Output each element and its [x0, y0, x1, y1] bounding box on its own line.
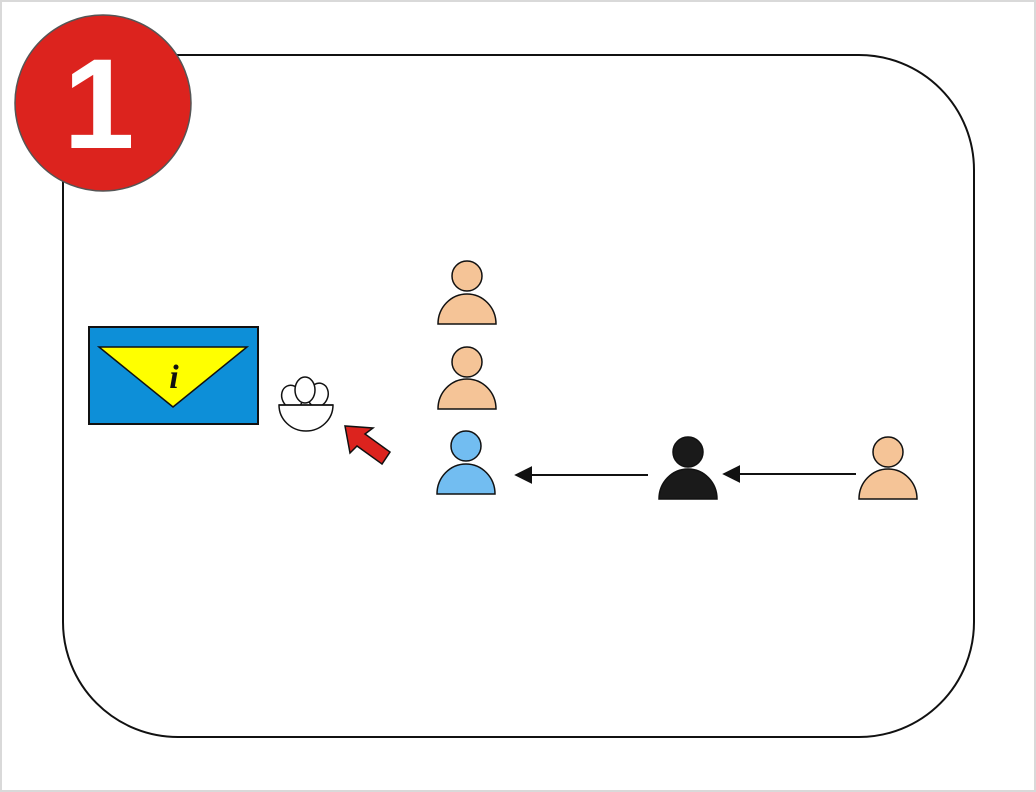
info-triangle — [96, 346, 250, 408]
person-waiting-top — [437, 260, 497, 325]
person-served — [436, 430, 496, 495]
red-arrow-icon — [344, 425, 392, 466]
person-black — [658, 436, 718, 500]
step-number: 1 — [63, 33, 134, 176]
information-sign: i — [88, 326, 259, 425]
step-badge: 1 — [14, 14, 192, 192]
person-waiting-middle — [437, 346, 497, 410]
person-waiting-right — [858, 436, 918, 500]
info-letter: i — [169, 359, 179, 396]
bowl-icon — [278, 376, 334, 432]
scene-panel — [62, 54, 975, 738]
